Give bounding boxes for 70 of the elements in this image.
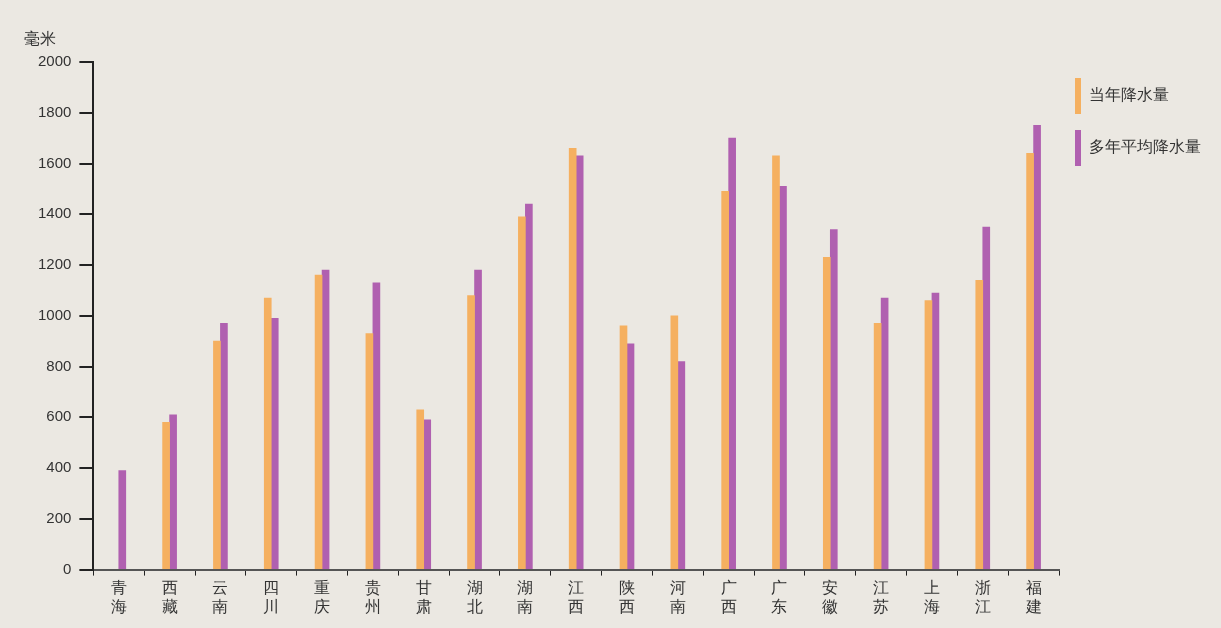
x-tick-label: 福建 xyxy=(1024,578,1042,615)
bar xyxy=(873,323,882,569)
y-tick-label: 400 xyxy=(46,458,72,476)
bar xyxy=(169,414,177,569)
bar xyxy=(779,186,787,569)
x-tick-label: 贵州 xyxy=(364,578,381,615)
x-tick-label: 西藏 xyxy=(161,578,178,615)
y-tick-label: 1800 xyxy=(37,102,72,120)
bar xyxy=(423,419,432,569)
bar xyxy=(829,229,838,569)
y-axis-title: 毫米 xyxy=(24,29,56,49)
y-tick-label: 600 xyxy=(46,407,72,425)
bar xyxy=(626,343,635,569)
bar xyxy=(525,203,533,569)
x-tick-label: 青海 xyxy=(110,578,127,615)
bar xyxy=(677,361,686,569)
x-tick-label: 四川 xyxy=(263,578,280,615)
bar xyxy=(314,274,323,569)
bar xyxy=(568,147,577,569)
x-tick-label: 浙江 xyxy=(974,578,991,615)
bar xyxy=(162,422,170,569)
bar xyxy=(416,409,425,569)
y-tick-label: 200 xyxy=(46,508,72,526)
x-tick-label: 广西 xyxy=(720,578,737,615)
bar xyxy=(270,318,279,569)
x-tick-label: 河南 xyxy=(669,578,686,615)
x-tick-label: 重庆 xyxy=(314,578,331,615)
x-tick-label: 江苏 xyxy=(873,578,890,615)
y-tick-label: 800 xyxy=(46,356,72,374)
x-tick-label: 陕西 xyxy=(619,578,636,615)
legend-label: 当年降水量 xyxy=(1089,86,1169,104)
y-tick-label: 2000 xyxy=(37,52,72,70)
x-tick-label: 上海 xyxy=(923,578,940,615)
y-tick-label: 1400 xyxy=(37,204,72,222)
bar xyxy=(982,226,991,569)
x-tick-label: 江西 xyxy=(568,578,585,615)
bar xyxy=(880,297,889,569)
bar xyxy=(924,300,933,569)
bar xyxy=(118,470,127,569)
bar xyxy=(575,155,584,569)
bar xyxy=(931,292,940,569)
bar xyxy=(474,269,482,569)
x-tick-label: 湖北 xyxy=(466,578,483,615)
y-tick-label: 1600 xyxy=(37,153,72,171)
x-tick-label: 湖南 xyxy=(517,578,534,615)
bar xyxy=(772,155,780,569)
x-tick-label: 云南 xyxy=(212,578,229,615)
bar xyxy=(321,269,330,569)
y-tick-label: 1000 xyxy=(37,305,72,323)
y-tick-label: 1200 xyxy=(37,255,72,273)
bar xyxy=(721,191,729,569)
bar xyxy=(619,325,628,569)
bar xyxy=(1033,125,1041,569)
legend-label: 多年平均降水量 xyxy=(1089,138,1201,156)
bar xyxy=(822,257,831,569)
bar xyxy=(1026,153,1034,569)
bar xyxy=(372,282,381,569)
bar xyxy=(728,137,736,569)
bar xyxy=(213,340,221,569)
bar xyxy=(263,297,272,569)
bar xyxy=(518,216,526,569)
bar xyxy=(365,333,374,569)
x-tick-label: 甘肃 xyxy=(415,578,432,615)
x-tick-label: 安徽 xyxy=(822,578,839,615)
bar xyxy=(467,295,475,569)
x-tick-label: 广东 xyxy=(771,578,788,615)
bar xyxy=(220,323,228,569)
y-tick-label: 0 xyxy=(63,559,72,577)
bar xyxy=(975,279,984,569)
bar xyxy=(670,315,679,569)
